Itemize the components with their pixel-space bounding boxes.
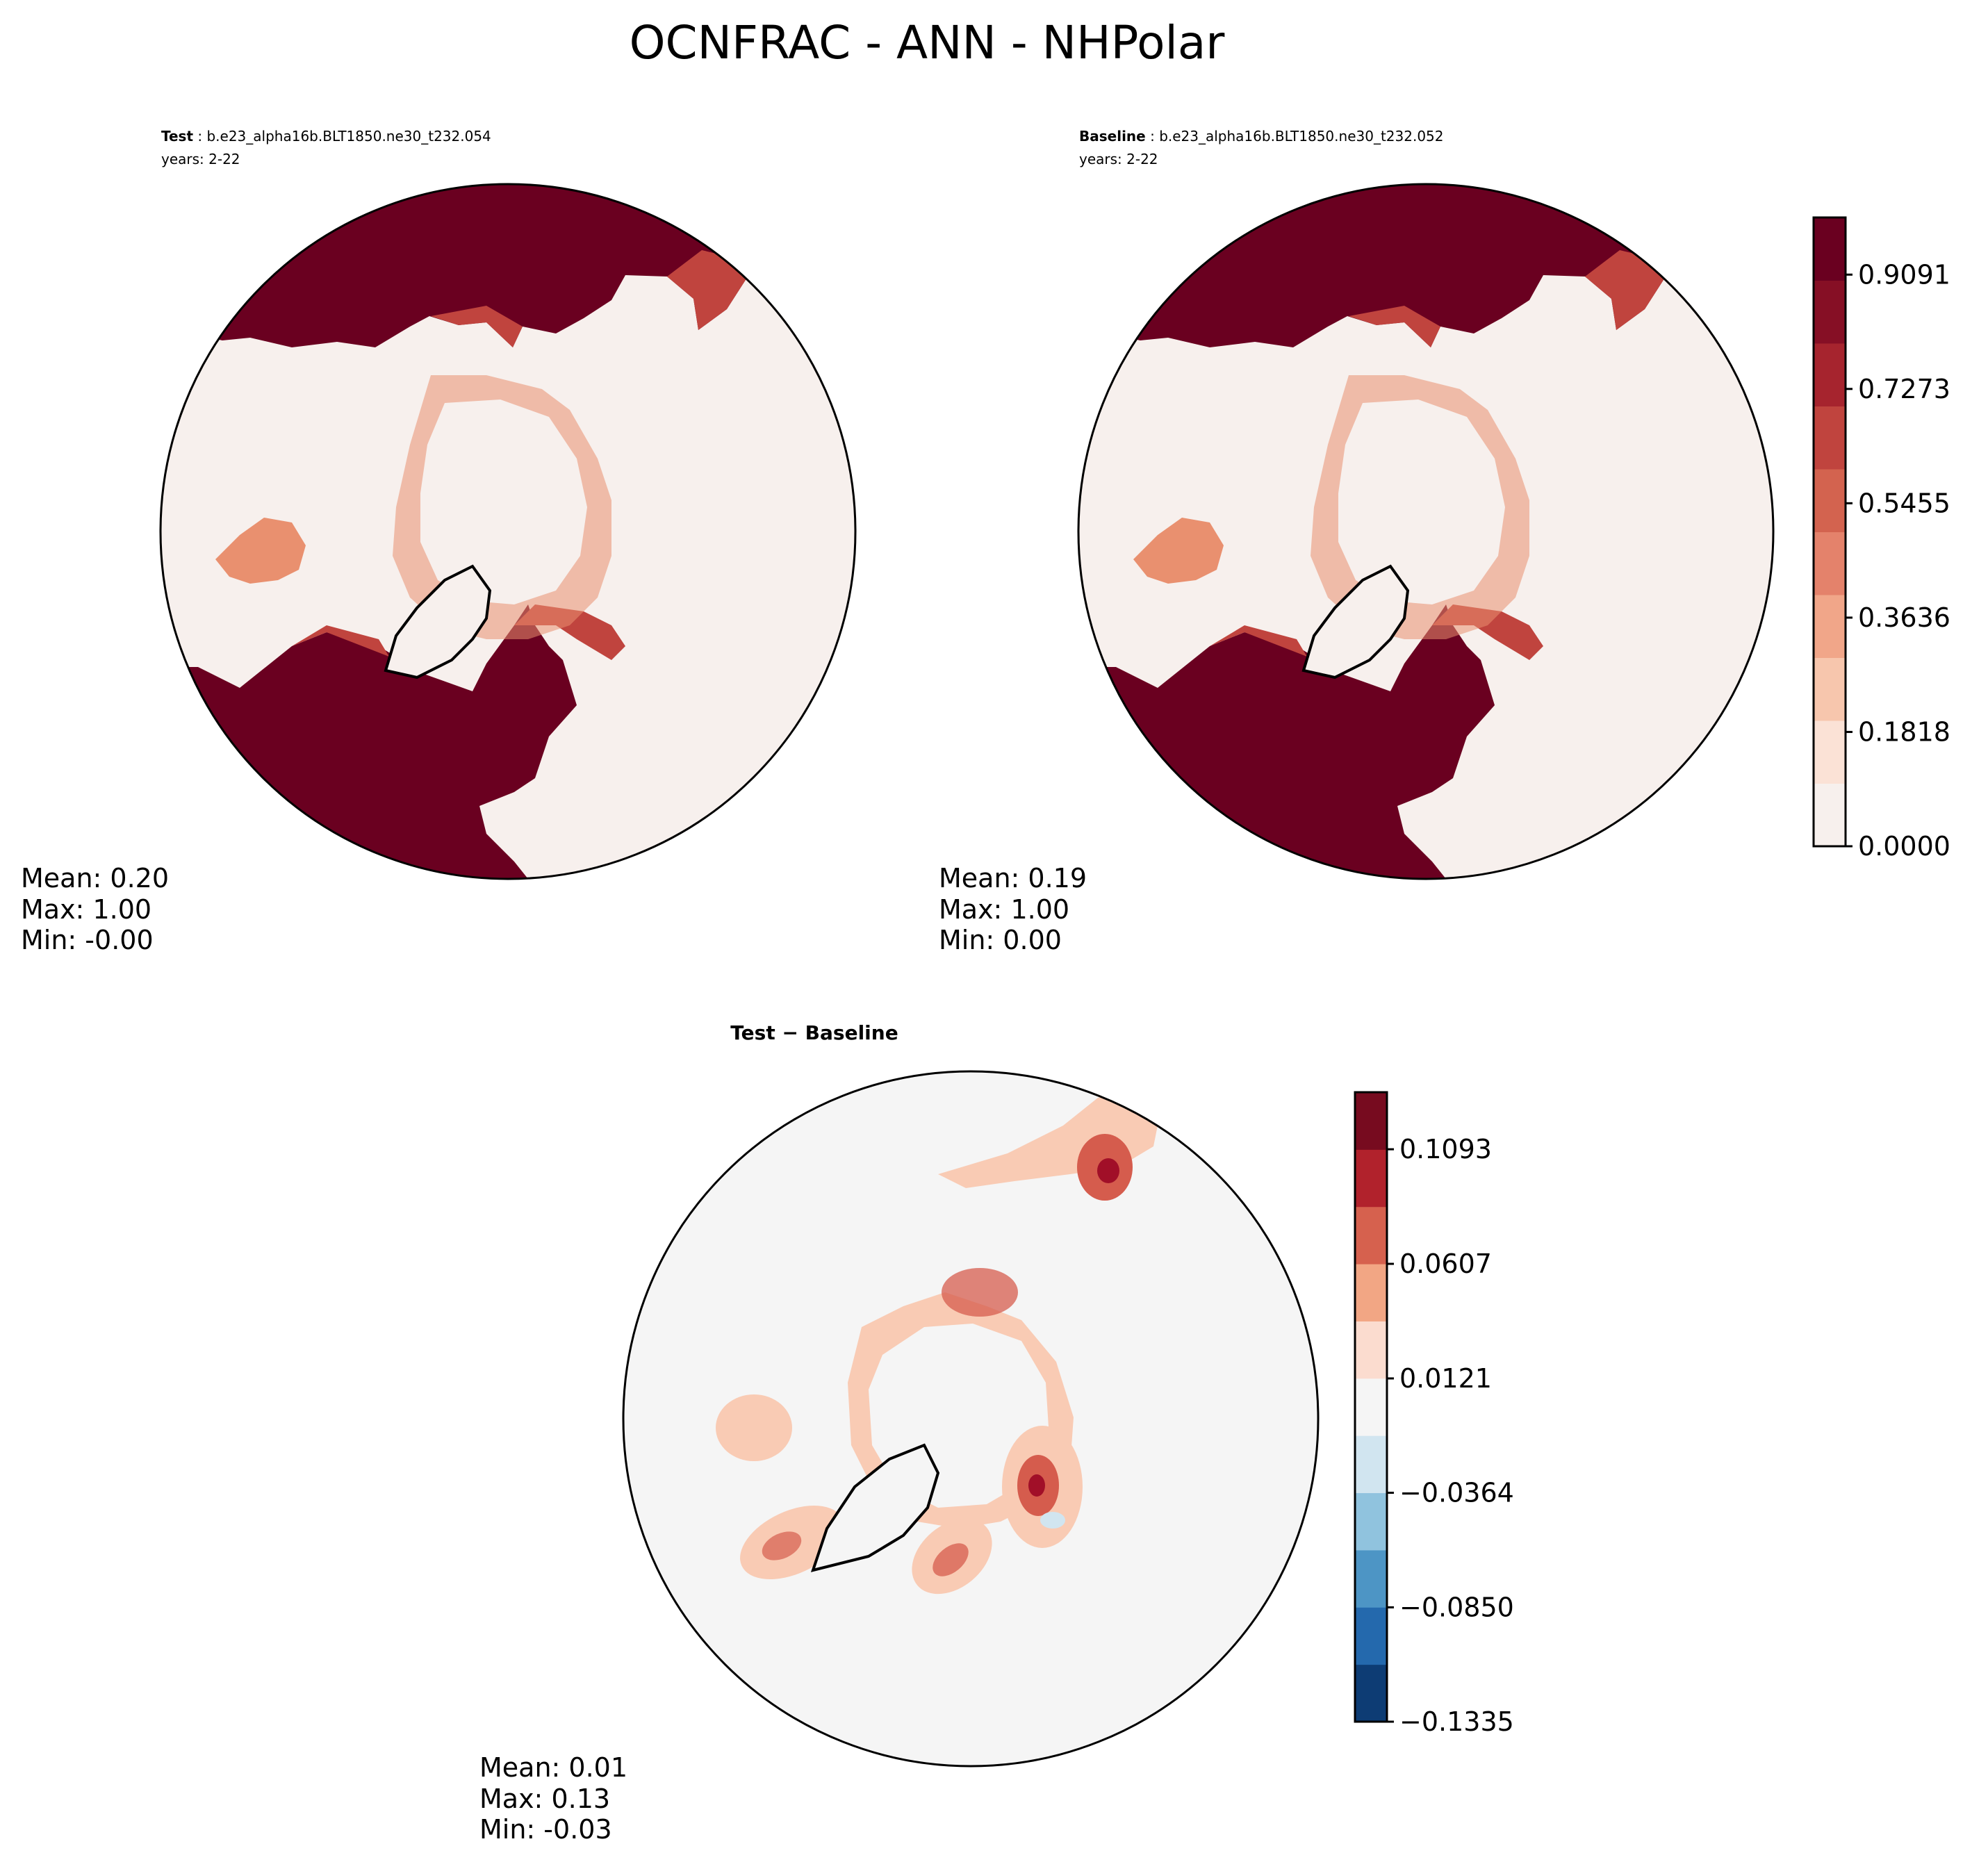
difference-hudson-patch (716, 1394, 792, 1461)
main-colorbar-tick-label: 0.5455 (1858, 488, 1950, 518)
test-panel-header: Test : b.e23_alpha16b.BLT1850.ne30_t232.… (161, 128, 491, 145)
difference-blue-patch (1040, 1512, 1065, 1529)
baseline-hudson-bay (1133, 518, 1224, 584)
main-colorbar-level-5 (1814, 469, 1846, 532)
test-panel: Test : b.e23_alpha16b.BLT1850.ne30_t232.… (21, 128, 857, 955)
diff-colorbar-level-5 (1355, 1378, 1387, 1436)
main-colorbar-level-3 (1814, 595, 1846, 658)
diff-colorbar-level-3 (1355, 1492, 1387, 1551)
difference-mean: Mean: 0.01 (479, 1752, 627, 1783)
main-colorbar-level-1 (1814, 720, 1846, 784)
main-colorbar: 0.9091 0.7273 0.5455 0.3636 0.1818 0.0000 (1812, 216, 1950, 862)
figure-title: OCNFRAC - ANN - NHPolar (630, 16, 1226, 69)
baseline-greenland (1301, 564, 1410, 680)
diff-colorbar-level-7 (1355, 1264, 1387, 1321)
difference-labrador-core (762, 1531, 802, 1560)
test-case-name: b.e23_alpha16b.BLT1850.ne30_t232.054 (206, 128, 491, 145)
main-colorbar-level-6 (1814, 406, 1846, 470)
test-map-frame (159, 183, 857, 880)
test-greenland (384, 564, 492, 680)
difference-map (623, 1071, 1318, 1766)
baseline-pacific-margin (1349, 250, 1668, 347)
diff-colorbar-tick-label: −0.0850 (1399, 1592, 1514, 1622)
diff-colorbar-level-0 (1355, 1664, 1387, 1722)
test-mean: Mean: 0.20 (21, 863, 169, 893)
main-colorbar-tick-label: 0.0000 (1858, 831, 1950, 862)
difference-max: Max: 0.13 (479, 1784, 610, 1814)
test-map (161, 184, 855, 879)
diff-colorbar-tick-label: −0.1335 (1399, 1706, 1514, 1737)
main-colorbar-level-8 (1814, 280, 1846, 344)
main-colorbar-level-2 (1814, 657, 1846, 721)
main-colorbar-level-4 (1814, 532, 1846, 595)
test-pacific-margin (431, 250, 750, 347)
baseline-map (1078, 184, 1773, 879)
difference-greenland (810, 1443, 940, 1572)
main-colorbar-tick-label: 0.1818 (1858, 716, 1950, 747)
baseline-case-name: b.e23_alpha16b.BLT1850.ne30_t232.052 (1159, 128, 1443, 145)
main-colorbar-level-7 (1814, 343, 1846, 406)
test-max: Max: 1.00 (21, 894, 151, 925)
diff-colorbar-frame (1354, 1091, 1388, 1723)
main-colorbar-tick-label: 0.3636 (1858, 602, 1950, 633)
difference-panel: Test − Baseline Mean: 0.01 Max: 0.13 Min… (479, 1021, 1320, 1845)
diff-colorbar-level-10 (1355, 1092, 1387, 1150)
baseline-map-frame (1077, 183, 1775, 880)
baseline-years: years: 2-22 (1079, 151, 1158, 167)
main-colorbar-level-0 (1814, 783, 1846, 847)
test-arctic-ice (420, 400, 587, 604)
baseline-panel-header: Baseline : b.e23_alpha16b.BLT1850.ne30_t… (1079, 128, 1444, 145)
baseline-arctic-ice (1338, 400, 1505, 604)
test-years: years: 2-22 (161, 151, 240, 167)
main-colorbar-tick-label: 0.9091 (1858, 259, 1950, 290)
test-hudson-bay (215, 518, 306, 584)
baseline-label: Baseline (1079, 128, 1146, 145)
diff-colorbar-level-6 (1355, 1321, 1387, 1379)
difference-title: Test − Baseline (730, 1021, 898, 1044)
difference-nordic-core (933, 1543, 969, 1576)
test-min: Min: -0.00 (21, 925, 154, 955)
main-colorbar-frame (1812, 216, 1847, 848)
difference-min: Min: -0.03 (479, 1814, 612, 1845)
diff-colorbar-level-4 (1355, 1435, 1387, 1494)
diff-colorbar-level-1 (1355, 1607, 1387, 1665)
test-label: Test (161, 128, 193, 145)
diff-colorbar-tick-label: −0.0364 (1399, 1478, 1514, 1508)
difference-map-frame (622, 1070, 1320, 1768)
difference-colorbar: 0.1093 0.0607 0.0121 −0.0364 −0.0850 −0.1335 (1354, 1091, 1514, 1737)
difference-laptev-patch (942, 1268, 1018, 1317)
baseline-max: Max: 1.00 (939, 894, 1069, 925)
difference-barents-peak (1028, 1474, 1045, 1497)
diff-colorbar-tick-label: 0.0121 (1399, 1363, 1492, 1394)
baseline-mean: Mean: 0.19 (939, 863, 1087, 893)
diff-colorbar-tick-label: 0.0607 (1399, 1249, 1492, 1279)
diff-colorbar-level-9 (1355, 1149, 1387, 1208)
diff-colorbar-level-8 (1355, 1206, 1387, 1265)
baseline-panel: Baseline : b.e23_alpha16b.BLT1850.ne30_t… (939, 128, 1775, 955)
difference-okhotsk-peak (1097, 1158, 1119, 1183)
main-colorbar-level-9 (1814, 217, 1846, 281)
diff-colorbar-tick-label: 0.1093 (1399, 1134, 1492, 1164)
main-colorbar-tick-label: 0.7273 (1858, 374, 1950, 404)
diff-colorbar-level-2 (1355, 1549, 1387, 1608)
baseline-min: Min: 0.00 (939, 925, 1062, 955)
